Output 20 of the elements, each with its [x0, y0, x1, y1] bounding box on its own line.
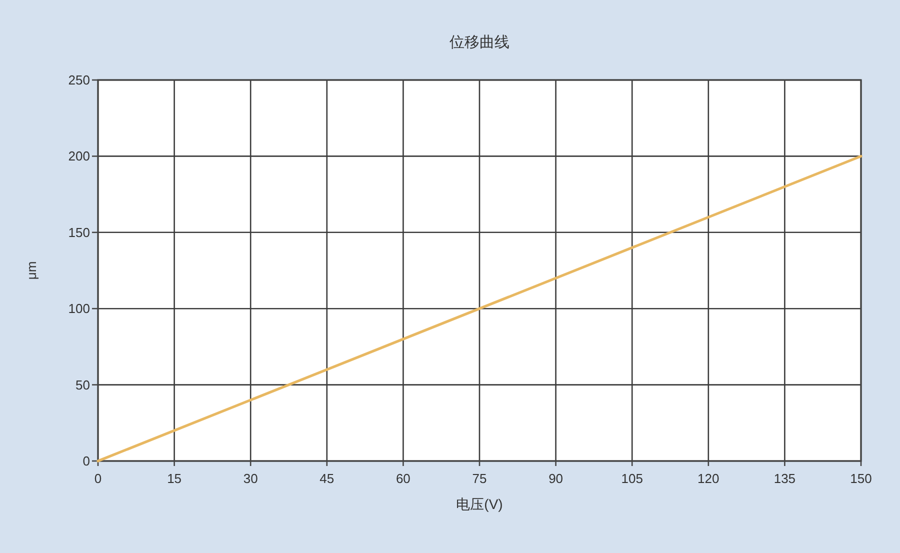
x-tick-label: 105: [621, 471, 643, 486]
y-tick-label: 250: [68, 72, 90, 88]
x-tick-label: 135: [774, 471, 796, 486]
y-tick-label: 100: [68, 301, 90, 316]
x-tick-label: 0: [94, 471, 102, 486]
y-axis-title: μm: [24, 261, 39, 280]
x-tick-label: 60: [396, 471, 410, 486]
x-tick-label: 120: [698, 471, 720, 486]
y-tick-label: 150: [68, 224, 90, 240]
x-tick-label: 30: [243, 471, 258, 486]
x-tick-label: 15: [167, 471, 182, 486]
x-tick-label: 75: [472, 471, 487, 486]
x-tick-label: 45: [320, 471, 334, 486]
y-tick-label: 200: [68, 148, 90, 164]
y-tick-label: 50: [76, 377, 90, 392]
x-tick-label: 150: [850, 471, 872, 486]
x-axis-title: 电压(V): [456, 496, 503, 512]
chart-title: 位移曲线: [450, 34, 510, 51]
x-tick-label: 90: [548, 471, 564, 486]
y-tick-label: 0: [82, 454, 90, 468]
